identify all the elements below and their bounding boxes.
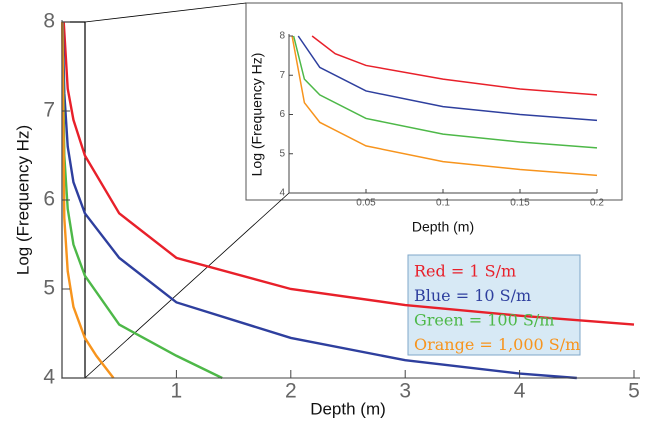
x-tick-label: 0.05 xyxy=(356,198,376,209)
y-tick-label: 8 xyxy=(279,31,285,42)
x-tick-label: 0.15 xyxy=(510,198,530,209)
x-axis-label: Depth (m) xyxy=(310,399,386,418)
series-line xyxy=(61,21,115,379)
zoom-connector xyxy=(84,2,247,23)
y-tick-label: 6 xyxy=(279,109,285,120)
legend-entry: Orange = 1,000 S/m xyxy=(414,335,580,354)
x-tick-label: 3 xyxy=(399,380,411,403)
y-tick-label: 7 xyxy=(279,70,285,81)
x-tick-label: 0.2 xyxy=(590,198,604,209)
series-line xyxy=(297,35,598,122)
x-tick-label: 4 xyxy=(514,380,526,403)
x-tick-label: 2 xyxy=(285,380,297,403)
x-axis-label: Depth (m) xyxy=(412,219,474,235)
legend-entry: Green = 100 S/m xyxy=(414,311,554,330)
y-tick-label: 7 xyxy=(43,99,55,122)
legend-entry: Red = 1 S/m xyxy=(414,262,516,281)
zoom-connector xyxy=(84,192,290,379)
y-tick-label: 4 xyxy=(43,366,55,389)
y-tick-label: 5 xyxy=(43,277,55,300)
x-tick-label: 1 xyxy=(171,380,183,403)
y-axis-label: Log (Frequency Hz) xyxy=(13,125,32,275)
legend-box xyxy=(407,254,581,356)
series-line xyxy=(62,21,635,326)
series-line xyxy=(291,35,598,177)
y-tick-label: 6 xyxy=(43,188,55,211)
series-line xyxy=(61,21,577,380)
y-tick-label: 5 xyxy=(279,148,285,159)
series-line xyxy=(292,35,598,149)
legend-entry: Blue = 10 S/m xyxy=(414,286,531,305)
y-axis-label: Log (Frequency Hz) xyxy=(249,53,265,177)
y-tick-label: 8 xyxy=(43,10,55,33)
series-line xyxy=(61,21,223,380)
x-tick-label: 5 xyxy=(628,380,640,403)
y-tick-label: 4 xyxy=(279,188,285,199)
inset-frame xyxy=(245,2,623,201)
x-tick-label: 0.1 xyxy=(436,198,450,209)
series-line xyxy=(311,35,598,96)
